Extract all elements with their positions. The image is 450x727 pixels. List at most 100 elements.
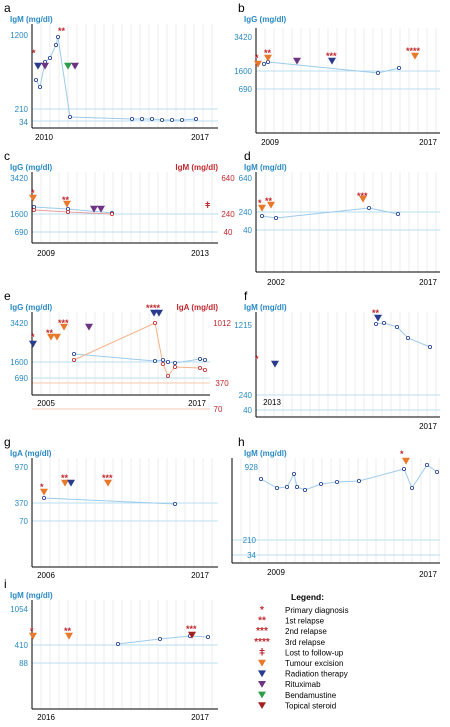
data-point: [334, 479, 339, 484]
panel-c-y-title-right: IgM (mg/dl): [175, 163, 218, 172]
treatment-triangle: [65, 632, 73, 640]
panel-g-vgrid: [40, 458, 213, 567]
panel-c-ytick: 690: [15, 228, 29, 237]
panel-b-event-label: *: [255, 53, 259, 63]
panel-d-vgrid: [264, 172, 437, 272]
treatment-triangle: [267, 201, 275, 209]
legend-symbol: ****: [254, 637, 270, 648]
panel-i-xtick: 2017: [191, 713, 209, 722]
panel-c-rituximab-marker: [90, 205, 98, 213]
panel-e-y-title-right: IgA (mg/dl): [177, 303, 219, 312]
legend-item: Radiation therapy: [258, 670, 348, 679]
panel-g-xtick: 2006: [37, 571, 55, 580]
treatment-triangle: [34, 62, 42, 70]
data-point: [172, 501, 177, 506]
legend-triangle-icon: [258, 691, 266, 699]
panel-i-ytick: 1054: [10, 605, 28, 614]
treatment-triangle: [60, 323, 68, 331]
data-point: [72, 351, 77, 356]
panel-g-excision-marker: [104, 479, 112, 487]
treatment-triangle: [67, 479, 75, 487]
legend-item: Tumour excision: [258, 659, 343, 668]
panel-f-markers: [373, 320, 432, 349]
data-point: [273, 215, 278, 220]
panel-c-ytick-right: 40: [224, 228, 233, 237]
legend-symbol: **: [258, 616, 266, 627]
data-point: [373, 321, 378, 326]
data-point: [409, 485, 414, 490]
panel-b-rituximab-marker: [293, 57, 301, 65]
panel-d-excision-marker: [359, 195, 367, 203]
panel-a-ytick: 210: [15, 105, 29, 114]
panel-h-xtick: 2017: [419, 570, 437, 579]
legend-item: Topical steroid: [258, 701, 336, 710]
panel-d-excision-marker: [258, 204, 266, 212]
panel-h-y-title: IgM (mg/dl): [244, 449, 287, 458]
panel-i-ytick: 410: [15, 641, 29, 650]
panel-f-event-label: *: [255, 354, 259, 364]
panel-a-bendamustine-marker: [64, 62, 72, 70]
panel-e-y-title: IgG (mg/dl): [10, 303, 53, 312]
panel-b-excision-marker: [254, 60, 262, 68]
panel-c-event-label: ǂ: [205, 200, 210, 210]
panel-a-event-label: **: [58, 26, 66, 36]
panel-i-letter: i: [4, 577, 7, 591]
panel-i-event-label: **: [64, 626, 72, 636]
treatment-triangle: [41, 62, 49, 70]
panel-c-xtick: 2009: [37, 249, 55, 258]
treatment-triangle: [29, 632, 37, 640]
panel-a-xtick: 2010: [35, 133, 53, 142]
panel-g-xtick: 2017: [191, 571, 209, 580]
data-point: [395, 211, 400, 216]
panel-i-event-label: *: [30, 626, 34, 636]
panel-e-xtick: 2005: [37, 399, 55, 408]
legend-item: *** 2nd relapse: [256, 626, 327, 637]
data-point: [66, 209, 71, 214]
panel-g-excision-marker: [61, 479, 69, 487]
treatment-triangle: [71, 62, 79, 70]
data-point: [259, 213, 264, 218]
panel-d-xtick: 2002: [267, 278, 285, 287]
data-point: [157, 637, 162, 642]
panel-c-event-label: **: [62, 195, 70, 205]
panel-a-event-label: *: [32, 48, 36, 58]
panel-e-vgrid: [40, 312, 204, 395]
panel-e-event-label: **: [46, 328, 54, 338]
data-point: [434, 469, 439, 474]
panel-a-markers: [34, 35, 198, 123]
panel-d-ytick: 240: [239, 208, 253, 217]
panel-b-excision-marker: [264, 54, 272, 62]
panel-d-letter: d: [244, 149, 251, 163]
treatment-triangle: [293, 57, 301, 65]
panel-d-series-line: [261, 207, 399, 219]
panel-i-event-label: ***: [186, 624, 197, 634]
panel-e-event-label: ***: [58, 318, 69, 328]
data-point: [375, 71, 380, 76]
panel-h-markers: [258, 462, 439, 492]
panel-h-event-label: *: [400, 449, 404, 459]
panel-g-series-line: [43, 497, 176, 505]
treatment-triangle: [97, 205, 105, 213]
data-point: [56, 35, 61, 40]
panel-g-letter: g: [4, 435, 11, 449]
data-point: [401, 466, 406, 471]
legend-label: Rituximab: [285, 680, 321, 689]
data-point: [394, 324, 399, 329]
data-point: [381, 320, 386, 325]
treatment-triangle: [155, 309, 163, 317]
panel-g-ytick: 970: [15, 463, 29, 472]
data-point: [139, 117, 144, 122]
panel-e-ytick: 690: [15, 374, 29, 383]
panel-a-rituximab-marker: [71, 62, 79, 70]
data-point: [302, 487, 307, 492]
panel-h-ytick: 34: [247, 551, 256, 560]
panel-c-ytick-right: 640: [221, 174, 235, 183]
data-point: [72, 357, 77, 362]
panel-e-excision-marker: [47, 333, 55, 341]
treatment-triangle: [85, 323, 93, 331]
legend-triangle-icon: [258, 659, 266, 667]
panel-f-xtick: 2013: [263, 398, 281, 407]
data-point: [261, 62, 266, 67]
panel-b-xtick: 2017: [419, 138, 437, 147]
panel-g-event-label: ***: [102, 473, 113, 483]
